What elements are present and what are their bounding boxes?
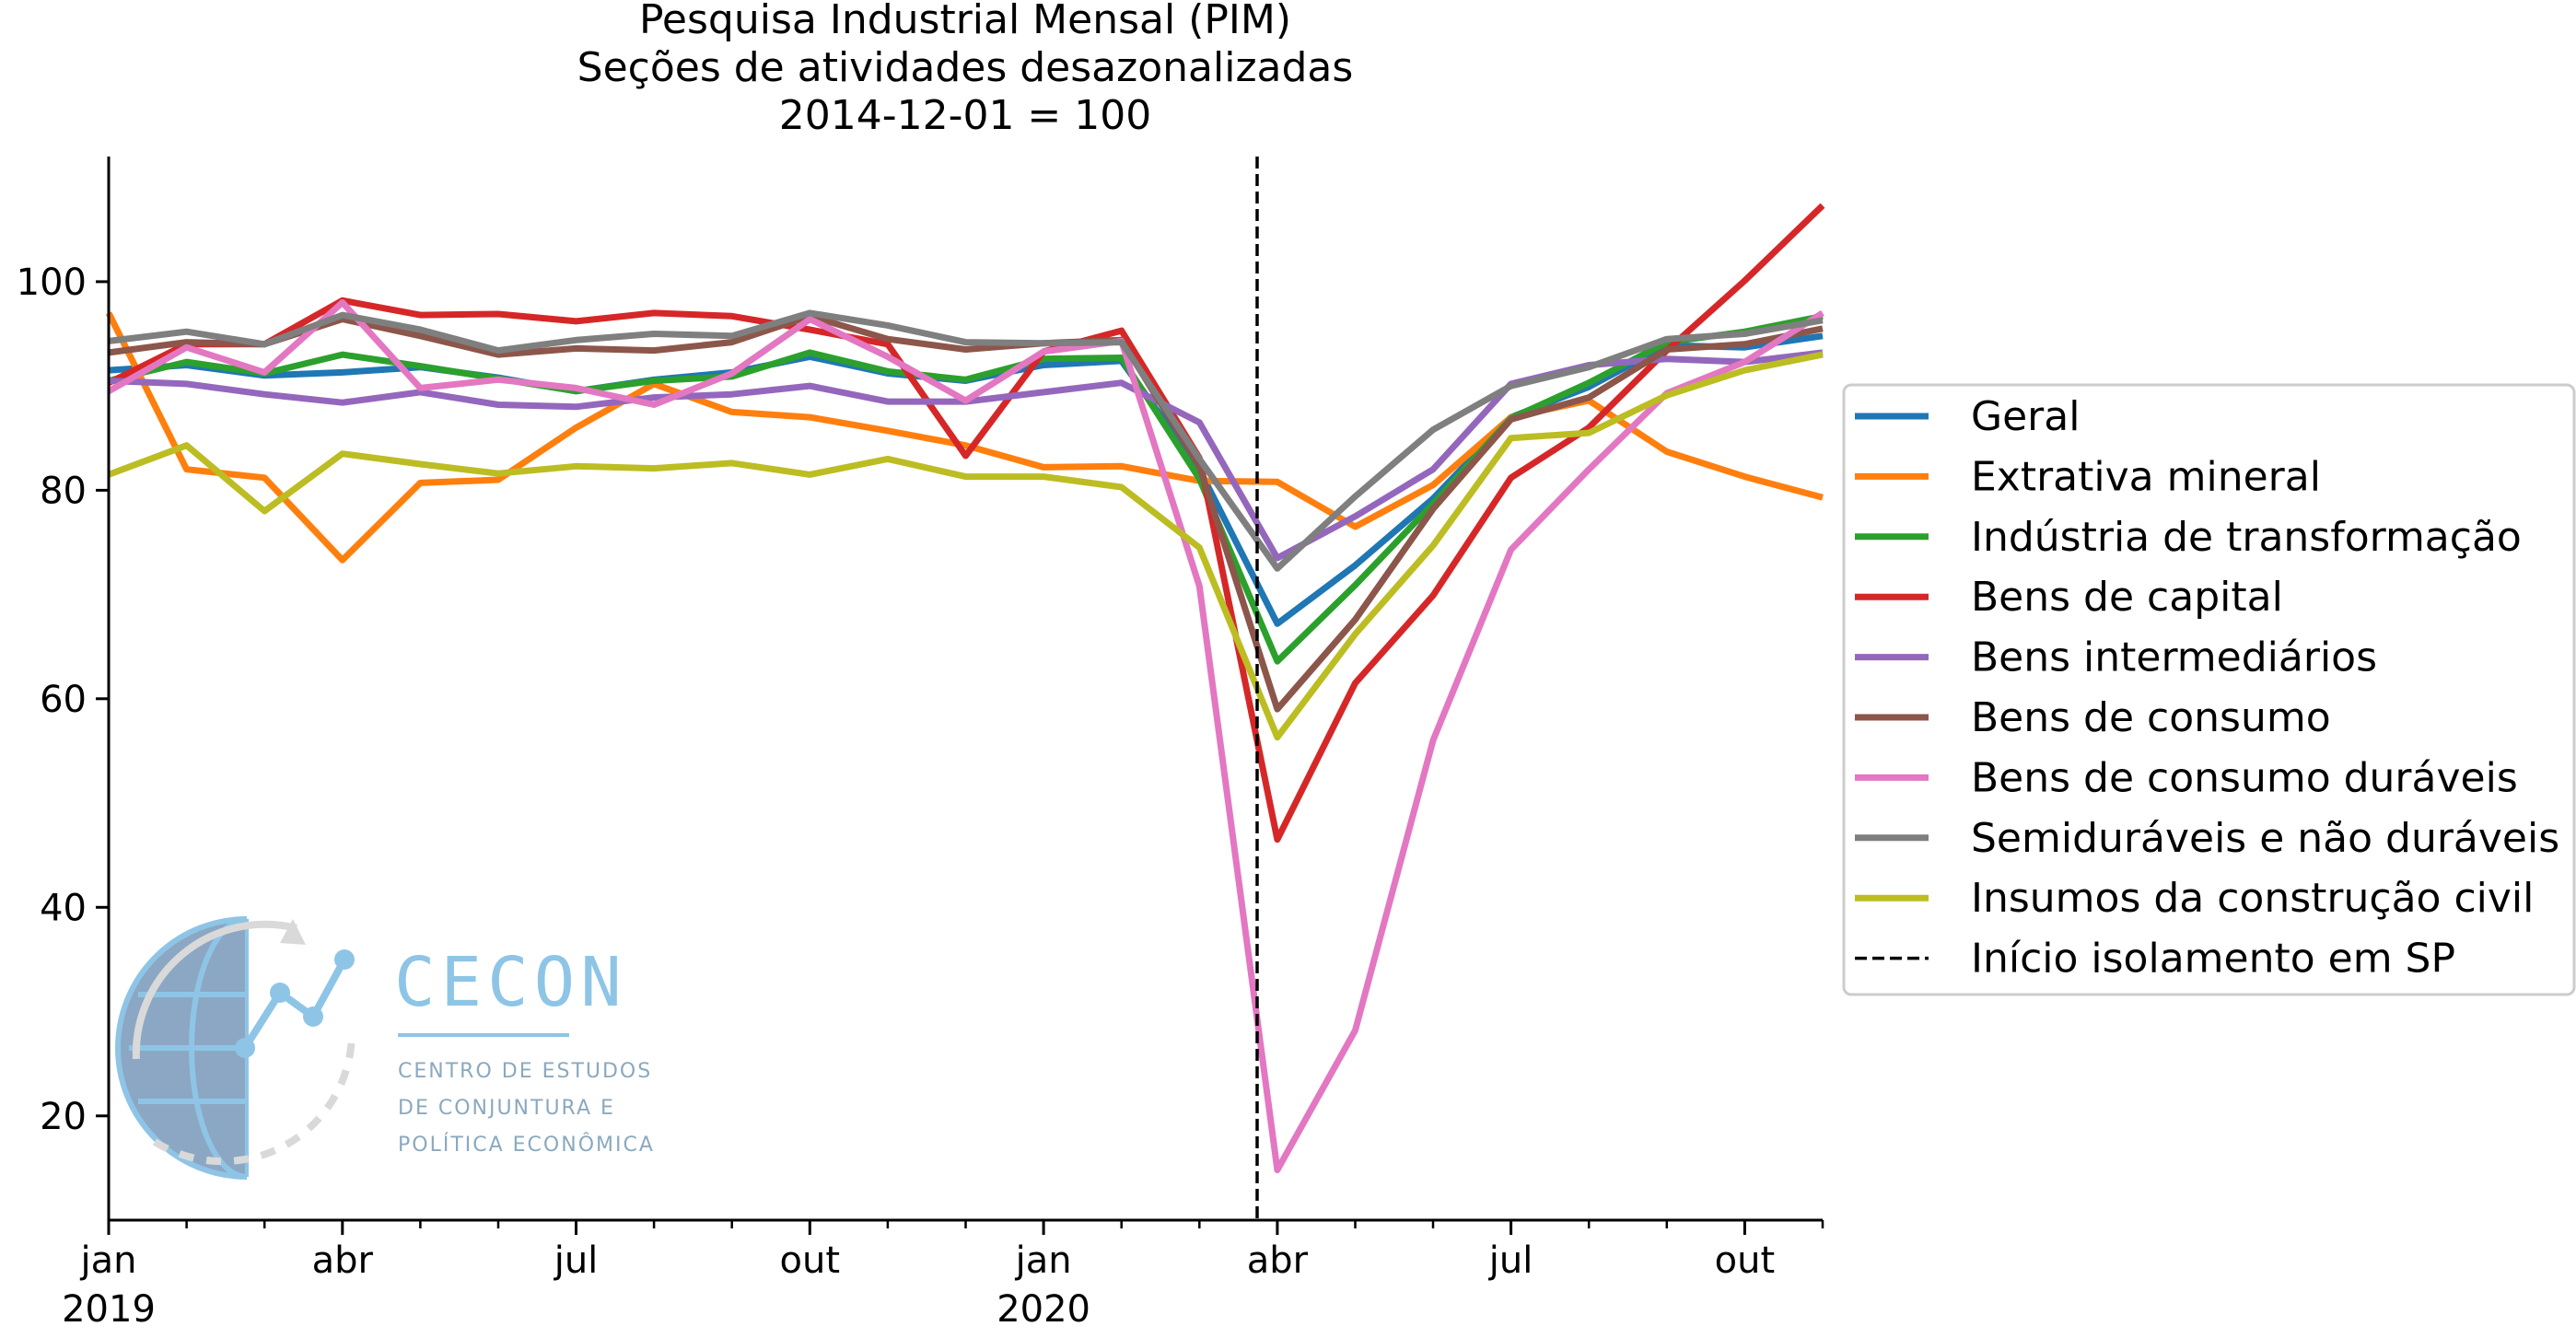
legend-label-9: Insumos da construção civil (1971, 875, 2534, 922)
y-tick-label: 80 (40, 470, 87, 512)
x-tick-label: jan (1015, 1239, 1072, 1282)
legend-label-7: Bens de consumo duráveis (1971, 754, 2518, 801)
legend-label-8: Semiduráveis e não duráveis (1971, 815, 2559, 862)
chart-title-line-3: 2014-12-01 = 100 (779, 92, 1152, 139)
logo-title: CECON (394, 943, 627, 1022)
legend: Geral Extrativa mineral Indústria de trans… (1842, 383, 2576, 996)
legend-label-1: Geral (1971, 393, 2080, 440)
logo-subtitle-line-1: CENTRO DE ESTUDOS (398, 1060, 652, 1083)
y-tick-label: 60 (40, 679, 87, 721)
y-ticks: 20 40 60 80 100 (17, 262, 109, 1138)
trend-icon (235, 949, 355, 1058)
x-tick-label: jan (80, 1239, 137, 1282)
chart-title-line-1: Pesquisa Industrial Mensal (PIM) (639, 0, 1291, 43)
y-tick-label: 100 (17, 262, 87, 304)
logo-subtitle-line-2: DE CONJUNTURA E (398, 1097, 615, 1120)
series-line-6 (108, 312, 1824, 713)
x-tick-label: abr (312, 1239, 374, 1282)
series-line-9 (107, 351, 1824, 741)
legend-label-3: Indústria de transformação (1971, 514, 2522, 561)
axes: 20 40 60 80 100 jan 2019 abr jul out jan 2020 abr ju… (17, 157, 1824, 1331)
series-layer (105, 203, 1825, 1174)
cecon-logo: CECON CENTRO DE ESTUDOS DE CONJUNTURA E … (115, 916, 655, 1180)
x-tick-label: out (1715, 1239, 1776, 1282)
x-tick-label: jul (1488, 1239, 1533, 1282)
y-tick-label: 20 (40, 1096, 87, 1138)
x-tick-year-label: 2020 (997, 1288, 1090, 1331)
y-tick-label: 40 (40, 887, 87, 929)
legend-items: Geral Extrativa mineral Indústria de trans… (1855, 393, 2559, 983)
legend-frame (1842, 383, 2576, 996)
x-tick-label: out (780, 1239, 841, 1282)
legend-label-10: Início isolamento em SP (1971, 936, 2455, 983)
x-tick-label: jul (554, 1239, 599, 1282)
globe-icon (115, 916, 356, 1180)
series-line-4 (107, 203, 1825, 844)
legend-label-4: Bens de capital (1971, 574, 2283, 621)
x-tick-year-label: 2019 (62, 1288, 156, 1331)
series-line-8 (108, 309, 1824, 572)
chart-title-line-2: Seções de atividades desazonalizadas (577, 44, 1354, 91)
legend-label-6: Bens de consumo (1971, 694, 2331, 741)
legend-label-5: Bens intermediários (1971, 634, 2377, 681)
x-ticks: jan 2019 abr jul out jan 2020 abr jul out (62, 1220, 1824, 1331)
chart-title: Pesquisa Industrial Mensal (PIM) Seções … (577, 0, 1354, 139)
legend-label-2: Extrativa mineral (1971, 453, 2321, 500)
x-tick-label: abr (1247, 1239, 1309, 1282)
logo-subtitle-line-3: POLÍTICA ECONÔMICA (398, 1133, 655, 1157)
series-line-7 (107, 299, 1824, 1174)
